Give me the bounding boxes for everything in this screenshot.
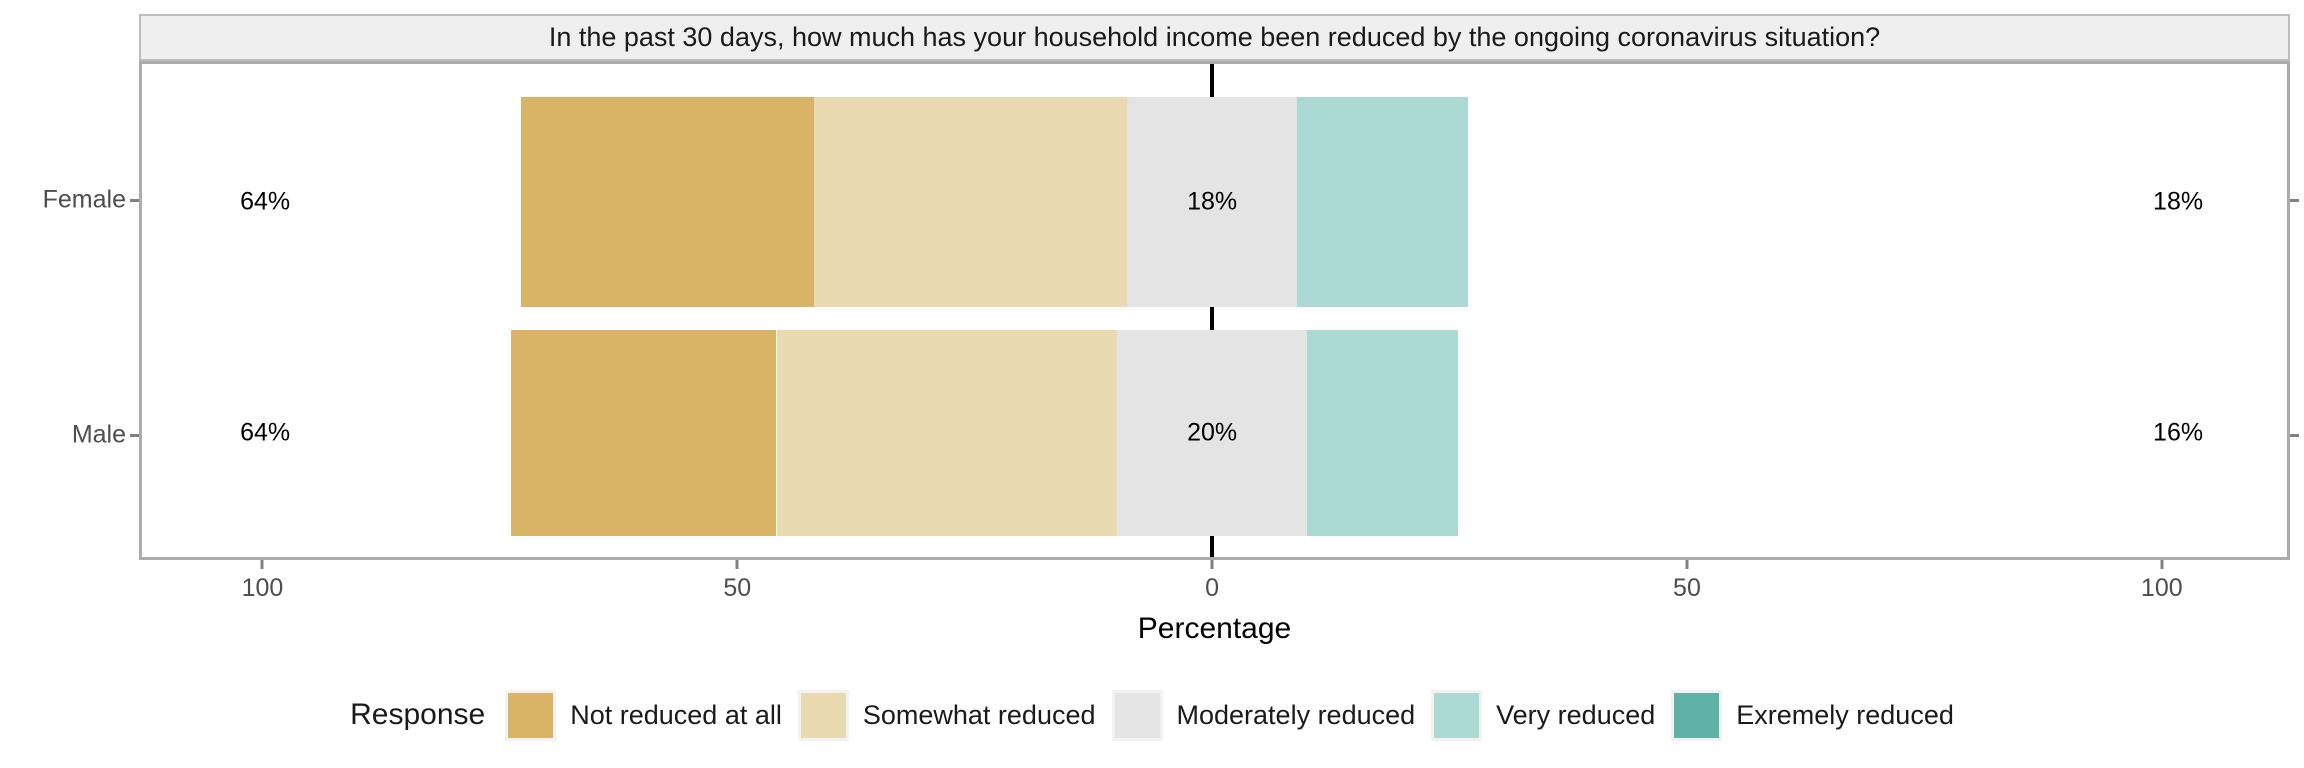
y-tick — [2290, 433, 2299, 437]
zero-reference-line — [1210, 64, 1215, 557]
segment-somewhat-reduced — [776, 329, 1118, 537]
x-tick-label: 100 — [241, 574, 284, 602]
legend-entry-exremely-reduced: Exremely reduced — [1671, 689, 1954, 741]
segment-moderately-reduced — [1126, 96, 1298, 308]
legend-label: Very reduced — [1496, 699, 1656, 730]
bar-row-male — [142, 329, 2287, 537]
legend: Response Not reduced at all Somewhat redu… — [0, 682, 2304, 748]
y-tick — [130, 433, 139, 437]
legend-swatch-icon — [505, 689, 557, 741]
y-label-female: Female — [42, 185, 126, 214]
plot-panel: 64% 18% 18% 64% 20% 16% — [139, 61, 2290, 560]
segment-very-reduced — [1306, 329, 1459, 537]
legend-swatch-icon — [1431, 689, 1483, 741]
x-tick-label: 0 — [1205, 574, 1220, 602]
legend-label: Moderately reduced — [1176, 699, 1416, 730]
segment-very-reduced — [1297, 96, 1468, 308]
y-label-male: Male — [71, 420, 126, 448]
segment-moderately-reduced — [1117, 329, 1307, 537]
segment-not-reduced-at-all — [511, 329, 777, 537]
legend-entry-very-reduced: Very reduced — [1431, 689, 1656, 741]
legend-title: Response — [350, 698, 486, 731]
facet-title-bar: In the past 30 days, how much has your h… — [139, 14, 2290, 61]
y-tick — [130, 199, 139, 203]
x-tick — [1210, 560, 1214, 569]
chart-title: In the past 30 days, how much has your h… — [548, 22, 1881, 52]
segment-somewhat-reduced — [814, 96, 1127, 308]
left-total-female: 64% — [240, 187, 291, 216]
center-label-male: 20% — [1187, 418, 1238, 447]
y-tick — [2290, 199, 2299, 203]
legend-label: Not reduced at all — [570, 699, 782, 730]
x-tick — [2160, 560, 2164, 569]
center-label-female: 18% — [1187, 187, 1238, 216]
legend-swatch-icon — [1671, 689, 1723, 741]
x-tick-label: 50 — [723, 574, 752, 602]
x-tick-label: 50 — [1673, 574, 1701, 602]
x-axis: 100 50 0 50 100 — [139, 560, 2290, 620]
x-tick — [1685, 560, 1689, 569]
x-axis-title: Percentage — [1137, 612, 1292, 645]
legend-label: Exremely reduced — [1736, 699, 1954, 730]
legend-entry-somewhat-reduced: Somewhat reduced — [797, 689, 1096, 741]
left-total-male: 64% — [240, 418, 291, 447]
legend-swatch-icon — [797, 689, 849, 741]
segment-not-reduced-at-all — [520, 96, 815, 308]
x-tick-label: 100 — [2140, 574, 2183, 602]
x-tick — [260, 560, 264, 569]
right-total-female: 18% — [2153, 187, 2204, 216]
legend-swatch-icon — [1111, 689, 1163, 741]
x-tick — [735, 560, 739, 569]
right-total-male: 16% — [2153, 418, 2204, 447]
legend-entry-moderately-reduced: Moderately reduced — [1111, 689, 1416, 741]
legend-label: Somewhat reduced — [862, 699, 1096, 730]
bar-row-female — [142, 96, 2287, 308]
legend-entry-not-reduced-at-all: Not reduced at all — [505, 689, 782, 741]
legend-items: Not reduced at all Somewhat reduced Modera… — [505, 689, 1954, 741]
